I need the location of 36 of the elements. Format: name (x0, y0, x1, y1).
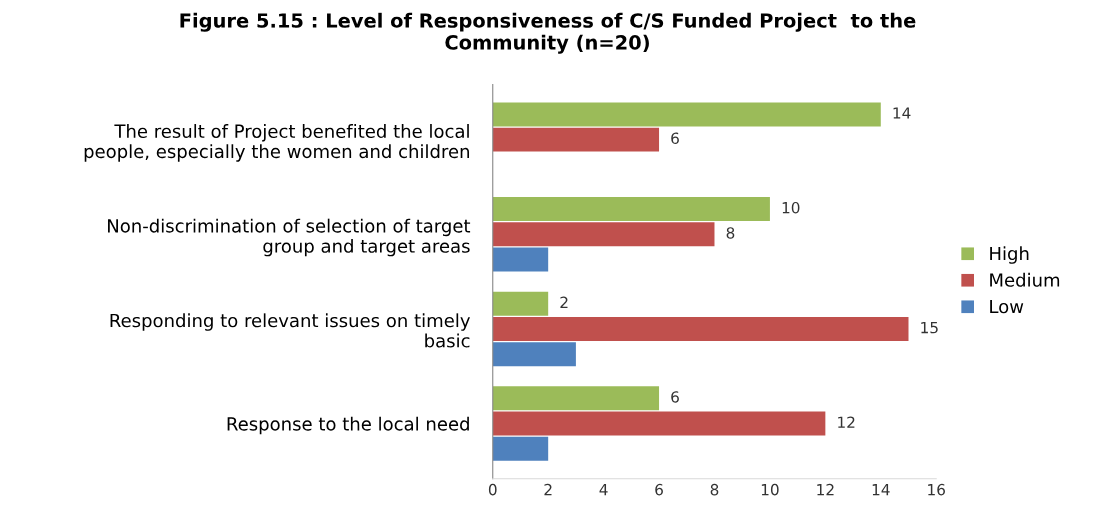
bar (492, 316, 909, 341)
data-label: 8 (726, 227, 735, 239)
y-tick-label: The result of Project benefited the local people, especially the women and children (84, 124, 469, 162)
x-tick-label: 4 (599, 484, 608, 496)
bar (492, 102, 881, 127)
bar (492, 222, 715, 247)
x-tick-label: 6 (655, 483, 663, 496)
data-label: 14 (893, 107, 911, 119)
x-tick-label: 12 (817, 483, 834, 496)
x-tick-label: 16 (928, 483, 945, 496)
x-tick-label: 14 (872, 484, 890, 496)
bar (492, 342, 576, 367)
x-tick-label: 10 (761, 483, 779, 496)
data-label: 12 (838, 416, 855, 428)
bar (492, 247, 549, 272)
bar (492, 127, 660, 152)
data-label: 10 (782, 201, 800, 214)
legend-label: Low (990, 299, 1024, 314)
bar (492, 411, 826, 436)
bar (492, 291, 549, 316)
y-tick-label: Responding to relevant issues on timely basic (110, 313, 470, 348)
legend-label: High (990, 246, 1029, 264)
y-tick-label: Response to the local need (227, 416, 469, 435)
bar (492, 197, 770, 222)
chart-title: Figure 5.15 : Level of Responsiveness of C/S Funded Project to the Community (n=20) (180, 12, 916, 54)
data-label: 15 (921, 322, 938, 334)
x-tick-label: 0 (488, 483, 497, 496)
data-label: 6 (671, 132, 679, 145)
legend-label: Medium (990, 272, 1060, 287)
data-label: 6 (671, 391, 679, 403)
bar (492, 386, 660, 411)
bar (492, 436, 549, 461)
x-tick-label: 2 (544, 483, 552, 496)
y-tick-label: Non-discrimination of selection of target group and target areas (108, 218, 471, 257)
x-tick-label: 8 (710, 483, 719, 496)
data-label: 2 (560, 296, 568, 308)
